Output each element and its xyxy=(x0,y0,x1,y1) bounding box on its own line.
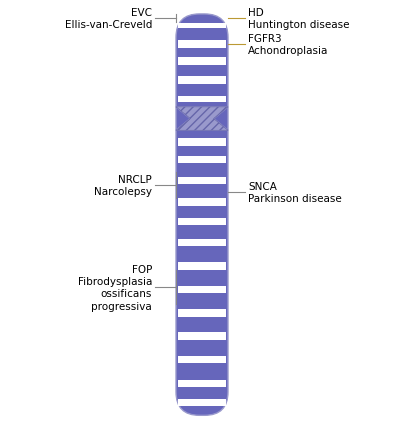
Text: EVC
Ellis-van-Creveld: EVC Ellis-van-Creveld xyxy=(65,8,152,30)
FancyBboxPatch shape xyxy=(178,199,226,206)
FancyBboxPatch shape xyxy=(178,380,226,387)
FancyBboxPatch shape xyxy=(178,177,226,185)
FancyBboxPatch shape xyxy=(178,24,226,29)
FancyBboxPatch shape xyxy=(178,309,226,317)
FancyBboxPatch shape xyxy=(176,15,228,415)
Text: SNCA
Parkinson disease: SNCA Parkinson disease xyxy=(248,181,342,204)
Polygon shape xyxy=(176,107,228,131)
FancyBboxPatch shape xyxy=(178,357,226,363)
FancyBboxPatch shape xyxy=(178,58,226,66)
FancyBboxPatch shape xyxy=(178,399,226,406)
Text: FGFR3
Achondroplasia: FGFR3 Achondroplasia xyxy=(248,34,328,56)
FancyBboxPatch shape xyxy=(178,239,226,247)
FancyBboxPatch shape xyxy=(178,333,226,340)
FancyBboxPatch shape xyxy=(178,262,226,271)
FancyBboxPatch shape xyxy=(178,286,226,294)
FancyBboxPatch shape xyxy=(178,219,226,226)
FancyBboxPatch shape xyxy=(178,156,226,163)
Text: NRCLP
Narcolepsy: NRCLP Narcolepsy xyxy=(94,174,152,196)
FancyBboxPatch shape xyxy=(178,139,226,147)
Text: HD
Huntington disease: HD Huntington disease xyxy=(248,8,350,30)
FancyBboxPatch shape xyxy=(178,41,226,49)
FancyBboxPatch shape xyxy=(178,77,226,85)
FancyBboxPatch shape xyxy=(178,96,226,103)
Text: FOP
Fibrodysplasia
ossificans
progressiva: FOP Fibrodysplasia ossificans progressiv… xyxy=(78,264,152,311)
